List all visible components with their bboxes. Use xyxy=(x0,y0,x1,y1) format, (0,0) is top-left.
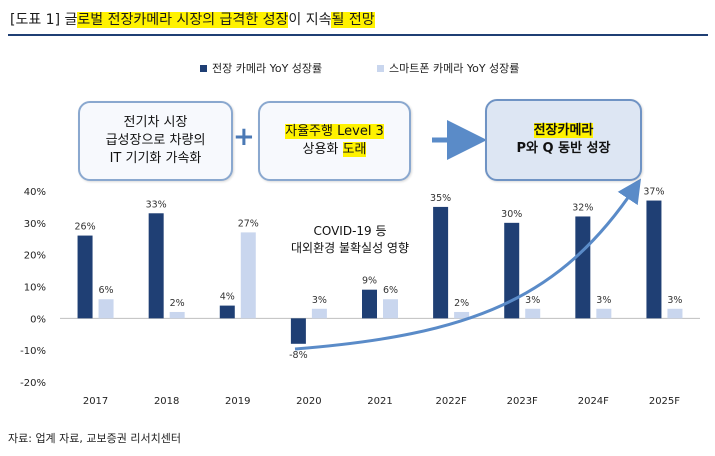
bar-auto-camera xyxy=(219,305,235,319)
bar-auto-camera xyxy=(433,206,449,319)
growth-trend-arrow xyxy=(294,178,641,351)
y-tick-label: -20% xyxy=(20,378,46,389)
bar-smartphone-camera xyxy=(667,308,683,319)
legend-item-series-2: 스마트폰 카메라 YoY 성장률 xyxy=(377,60,519,76)
bar-auto-camera xyxy=(646,200,662,319)
bar-smartphone-camera xyxy=(169,311,185,319)
title-tag: [도표 1] xyxy=(10,12,61,28)
x-tick-label: 2020 xyxy=(296,396,321,407)
data-label: 3% xyxy=(667,295,682,306)
data-label: 3% xyxy=(596,295,611,306)
bar-smartphone-camera xyxy=(311,308,327,319)
x-tick-label: 2025F xyxy=(649,396,680,407)
callout-box-camera-text: 전장카메라 P와 Q 동반 성장 xyxy=(516,122,611,158)
y-tick-label: 10% xyxy=(24,283,46,294)
y-tick-label: 40% xyxy=(24,187,46,198)
y-tick-label: 30% xyxy=(24,219,46,230)
data-label: 32% xyxy=(572,202,593,213)
callout-box-autonomous: 자율주행 Level 3 상용화 도래 xyxy=(258,101,411,181)
data-label: 3% xyxy=(312,295,327,306)
chart-legend: 전장 카메라 YoY 성장률 스마트폰 카메라 YoY 성장률 xyxy=(0,60,715,76)
data-label: 2% xyxy=(170,298,185,309)
data-label: 27% xyxy=(238,218,259,229)
callout-autonomous-line-2-pre: 상용화 xyxy=(302,142,343,157)
callout-autonomous-line-1: 자율주행 Level 3 xyxy=(285,124,384,139)
bar-smartphone-camera xyxy=(454,311,470,319)
title-highlight-1: 로벌 전장카메라 시장의 급격한 성장 xyxy=(77,12,289,28)
bar-smartphone-camera xyxy=(98,299,114,319)
title-bar: [도표 1] 글로벌 전장카메라 시장의 급격한 성장이 지속될 전망 xyxy=(8,6,708,36)
title-plain: 글 xyxy=(64,12,78,28)
bar-auto-camera xyxy=(575,216,591,319)
bar-auto-camera xyxy=(290,318,306,344)
callout-camera-line-2: P와 Q 동반 성장 xyxy=(516,141,611,156)
callout-ev-line-2: 급성장으로 차량의 xyxy=(105,133,206,148)
data-label: 6% xyxy=(383,285,398,296)
data-label: 37% xyxy=(643,187,664,198)
bar-smartphone-camera xyxy=(596,308,612,319)
page-title: [도표 1] 글로벌 전장카메라 시장의 급격한 성장이 지속될 전망 xyxy=(10,9,375,29)
data-label: 2% xyxy=(454,298,469,309)
x-tick-label: 2022F xyxy=(436,396,467,407)
y-tick-label: 0% xyxy=(30,314,46,325)
x-tick-label: 2017 xyxy=(83,396,108,407)
callout-box-ev: 전기차 시장 급성장으로 차량의 IT 기기화 가속화 xyxy=(78,101,233,181)
title-underline xyxy=(8,34,708,36)
data-label: 30% xyxy=(501,209,522,220)
bar-auto-camera xyxy=(362,289,377,319)
legend-swatch-dark xyxy=(200,64,207,72)
x-tick-label: 2018 xyxy=(154,396,179,407)
callout-autonomous-line-2-hl: 도래 xyxy=(342,142,367,157)
bar-smartphone-camera xyxy=(240,232,256,319)
data-label: 6% xyxy=(99,285,114,296)
bar-smartphone-camera xyxy=(525,308,541,319)
bar-smartphone-camera xyxy=(383,299,398,319)
source-note: 자료: 업계 자료, 교보증권 리서치센터 xyxy=(8,432,181,445)
data-label: 9% xyxy=(362,276,377,287)
plus-icon: + xyxy=(233,122,255,152)
callout-ev-line-3: IT 기기화 가속화 xyxy=(109,151,202,166)
x-tick-label: 2023F xyxy=(507,396,538,407)
bar-auto-camera xyxy=(77,235,93,319)
covid-annotation-line-2: 대외환경 불확실성 영향 xyxy=(290,241,410,255)
callout-ev-line-1: 전기차 시장 xyxy=(123,115,188,130)
x-tick-label: 2021 xyxy=(367,396,392,407)
title-mid: 이 지속 xyxy=(288,12,332,28)
covid-annotation: COVID-19 등 대외환경 불확실성 영향 xyxy=(270,223,430,257)
bar-auto-camera xyxy=(148,213,164,319)
callout-camera-line-1: 전장카메라 xyxy=(533,123,594,138)
x-tick-label: 2019 xyxy=(225,396,250,407)
callout-box-camera: 전장카메라 P와 Q 동반 성장 xyxy=(485,99,642,181)
x-tick-label: 2024F xyxy=(578,396,609,407)
covid-annotation-line-1: COVID-19 등 xyxy=(313,224,387,238)
data-label: 4% xyxy=(220,292,235,303)
y-tick-label: 20% xyxy=(24,251,46,262)
legend-item-series-1: 전장 카메라 YoY 성장률 xyxy=(200,60,322,76)
legend-label-1: 전장 카메라 YoY 성장률 xyxy=(212,62,323,75)
legend-swatch-light xyxy=(377,64,384,72)
data-label: 35% xyxy=(430,193,451,204)
bar-auto-camera xyxy=(504,222,520,319)
y-tick-label: -10% xyxy=(20,346,46,357)
data-label: -8% xyxy=(289,350,308,361)
data-label: 3% xyxy=(525,295,540,306)
legend-label-2: 스마트폰 카메라 YoY 성장률 xyxy=(389,62,520,75)
title-highlight-2: 될 전망 xyxy=(331,12,375,28)
data-label: 26% xyxy=(74,222,95,233)
callout-box-autonomous-text: 자율주행 Level 3 상용화 도래 xyxy=(285,123,384,159)
data-label: 33% xyxy=(146,199,167,210)
callout-box-ev-text: 전기차 시장 급성장으로 차량의 IT 기기화 가속화 xyxy=(106,114,206,168)
